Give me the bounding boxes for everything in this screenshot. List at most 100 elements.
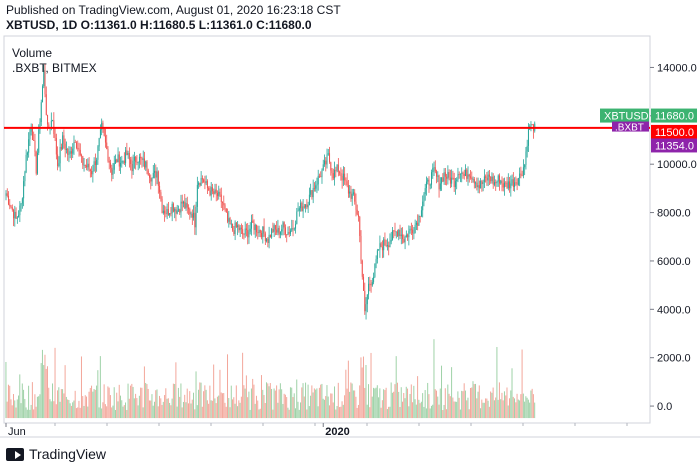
candle-body: [376, 250, 378, 260]
volume-bar: [175, 362, 177, 419]
candle-body: [146, 161, 148, 171]
volume-bar: [133, 398, 135, 419]
candle-body: [380, 243, 382, 248]
volume-bar: [281, 389, 283, 419]
volume-bar: [408, 406, 410, 419]
candle-body: [278, 227, 280, 235]
candle-body: [193, 212, 195, 218]
candle-body: [397, 231, 399, 237]
volume-bar: [125, 402, 127, 419]
volume-bar: [378, 397, 380, 419]
candle-body: [60, 146, 62, 150]
candle-body: [93, 161, 95, 172]
volume-bar: [122, 406, 124, 419]
volume-bar: [277, 402, 279, 419]
volume-bar: [180, 383, 182, 419]
volume-bar: [99, 356, 101, 419]
candle-body: [501, 180, 503, 184]
volume-bar: [399, 406, 401, 419]
volume-bar: [77, 407, 79, 419]
volume-bar: [401, 401, 403, 419]
bxbt-indicator-label[interactable]: .BXBT, BITMEX: [12, 61, 97, 75]
volume-bar: [367, 384, 370, 419]
volume-bar: [80, 356, 82, 419]
candle-body: [18, 215, 20, 218]
volume-bar: [330, 393, 332, 419]
candle-body: [183, 201, 185, 204]
candle-body: [219, 191, 221, 195]
candle-body: [286, 234, 288, 236]
volume-bar: [108, 387, 110, 419]
volume-bar: [384, 390, 386, 419]
candle-body: [82, 156, 84, 166]
candle-body: [273, 225, 275, 232]
volume-bar: [43, 365, 45, 419]
volume-bar: [355, 396, 357, 419]
volume-bar: [475, 383, 477, 419]
candle-body: [254, 224, 256, 231]
volume-bar: [508, 398, 511, 419]
candle-body: [473, 178, 475, 184]
candle-body: [103, 128, 105, 136]
volume-bar: [478, 385, 480, 419]
volume-bar: [420, 401, 422, 419]
candle-body: [213, 191, 215, 194]
candle-body: [172, 203, 174, 212]
volume-bar: [511, 368, 513, 419]
candle-body: [486, 177, 488, 181]
candle-body: [68, 153, 70, 155]
volume-bar: [112, 405, 114, 419]
candle-body: [420, 210, 422, 217]
candle-body: [238, 225, 240, 231]
candle-body: [391, 230, 393, 240]
volume-bar: [258, 409, 260, 419]
volume-bar: [468, 409, 470, 419]
candle-body: [383, 239, 385, 251]
volume-bar: [170, 405, 172, 419]
volume-bar: [407, 388, 409, 419]
volume-bar: [62, 389, 64, 419]
candle-body: [74, 142, 76, 143]
volume-bar: [271, 388, 273, 419]
candle-body: [180, 201, 182, 213]
candle-body: [267, 238, 269, 243]
volume-bar: [375, 387, 377, 419]
volume-bar: [289, 387, 291, 419]
volume-bar: [308, 406, 310, 419]
tradingview-logo[interactable]: TradingView: [6, 446, 106, 462]
candle-body: [385, 245, 387, 247]
candle-body: [209, 190, 211, 196]
candle-body: [408, 230, 410, 238]
volume-bar: [279, 383, 281, 419]
volume-bar: [206, 400, 208, 419]
x-tick-label: Jun: [8, 426, 26, 438]
volume-bar: [272, 409, 274, 419]
candle-body: [470, 176, 472, 178]
published-line: Published on TradingView.com, August 01,…: [6, 3, 341, 17]
candle-body: [520, 173, 522, 176]
volume-bar: [235, 385, 237, 419]
candle-body: [44, 70, 46, 95]
candle-body: [195, 206, 197, 228]
candle-body: [423, 194, 425, 202]
volume-bar: [160, 398, 162, 419]
volume-bar: [276, 385, 278, 419]
volume-bar: [75, 408, 77, 419]
volume-bar: [423, 406, 425, 419]
volume-bar: [245, 375, 247, 419]
price-label-text: 11500.0: [655, 127, 694, 139]
volume-indicator-label[interactable]: Volume: [12, 46, 53, 60]
volume-bar: [219, 369, 221, 419]
candle-body: [312, 187, 314, 198]
volume-bar: [253, 384, 255, 419]
candle-body: [429, 184, 431, 186]
volume-bar: [147, 388, 149, 419]
candle-body: [293, 228, 295, 230]
volume-bar: [477, 391, 479, 419]
volume-bar: [234, 403, 236, 419]
candle-body: [266, 238, 268, 242]
volume-bar: [177, 387, 179, 419]
candle-body: [464, 169, 467, 176]
candle-body: [34, 140, 36, 152]
candle-body: [35, 151, 37, 174]
